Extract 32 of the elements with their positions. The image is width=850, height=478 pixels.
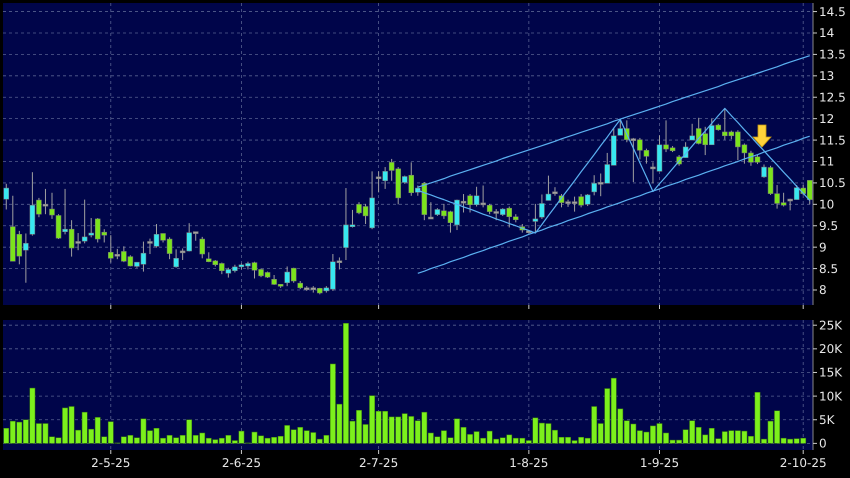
x-tick-label: 1-8-25 — [509, 456, 548, 470]
y-tick-label: 5K — [819, 412, 836, 427]
x-tick-label: 1-9-25 — [640, 456, 680, 470]
candlestick — [173, 248, 179, 268]
y-tick-label: 15K — [819, 366, 844, 380]
x-tick-label: 2-5-25 — [91, 456, 130, 470]
y-tick-label: 10.5 — [819, 176, 846, 190]
y-tick-label: 13 — [819, 69, 834, 84]
y-tick-label: 12 — [819, 112, 834, 126]
x-tick-label: 2-10-25 — [780, 456, 827, 470]
x-tick-label: 2-6-25 — [222, 456, 262, 470]
candlestick — [4, 183, 9, 210]
y-tick-label: 0 — [819, 436, 827, 451]
y-tick-label: 8 — [819, 283, 827, 298]
y-tick-label: 14 — [819, 26, 834, 40]
candlestick — [539, 194, 545, 220]
y-tick-label: 9 — [819, 240, 827, 254]
y-tick-label: 11 — [819, 154, 834, 169]
x-tick-label: 2-7-25 — [359, 456, 398, 470]
candlestick — [428, 202, 434, 220]
y-tick-label: 8.5 — [819, 262, 838, 276]
y-tick-label: 9.5 — [819, 218, 838, 233]
y-tick-label: 10 — [819, 198, 834, 212]
candlestick — [532, 203, 538, 234]
y-tick-label: 25K — [819, 318, 844, 332]
y-tick-label: 14.5 — [819, 4, 846, 19]
y-tick-label: 13.5 — [819, 48, 846, 62]
y-tick-label: 10K — [819, 389, 844, 404]
y-tick-label: 20K — [819, 342, 844, 356]
candlestick — [200, 236, 205, 259]
y-tick-label: 11.5 — [819, 133, 846, 148]
y-tick-label: 12.5 — [819, 90, 846, 104]
